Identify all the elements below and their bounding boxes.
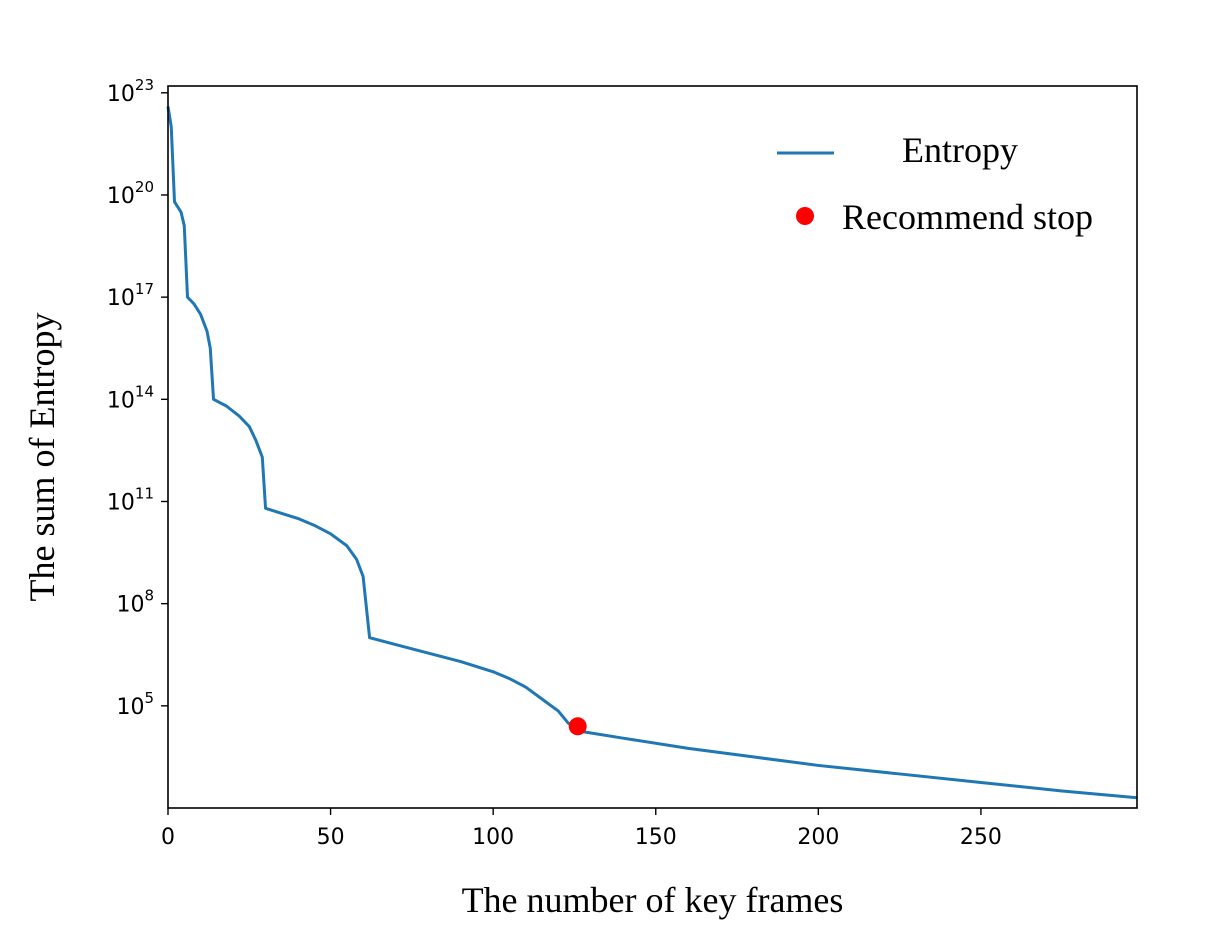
y-tick-label: 1014 [107, 382, 154, 413]
legend-entropy-label: Entropy [902, 130, 1018, 170]
y-tick-label: 1020 [107, 178, 154, 209]
y-tick-label: 1023 [107, 76, 154, 107]
axis-ticks: 0 50 100 150 200 250 105 108 1011 1014 1017 1020 102… [107, 76, 1002, 850]
legend: Entropy Recommend stop [777, 130, 1093, 237]
x-axis-label: The number of key frames [462, 880, 844, 920]
axis-labels: The number of key frames The sum of Entr… [22, 313, 843, 920]
series-entropy-line [166, 106, 1138, 800]
legend-recommend-stop-swatch [796, 207, 814, 225]
x-tick-label: 250 [960, 825, 1002, 850]
plot-area [166, 85, 1138, 809]
y-tick-label: 108 [116, 587, 154, 618]
y-axis-label: The sum of Entropy [22, 313, 62, 602]
y-tick-label: 1017 [107, 280, 154, 311]
x-tick-label: 0 [161, 825, 175, 850]
y-tick-label: 105 [116, 689, 154, 720]
recommend-stop-point [568, 717, 587, 736]
x-tick-label: 100 [472, 825, 514, 850]
y-tick-label: 1011 [107, 484, 154, 515]
x-tick-label: 150 [635, 825, 677, 850]
x-tick-label: 50 [317, 825, 345, 850]
axes-frame [167, 85, 1138, 809]
legend-recommend-stop-label: Recommend stop [842, 197, 1093, 237]
x-tick-label: 200 [797, 825, 839, 850]
